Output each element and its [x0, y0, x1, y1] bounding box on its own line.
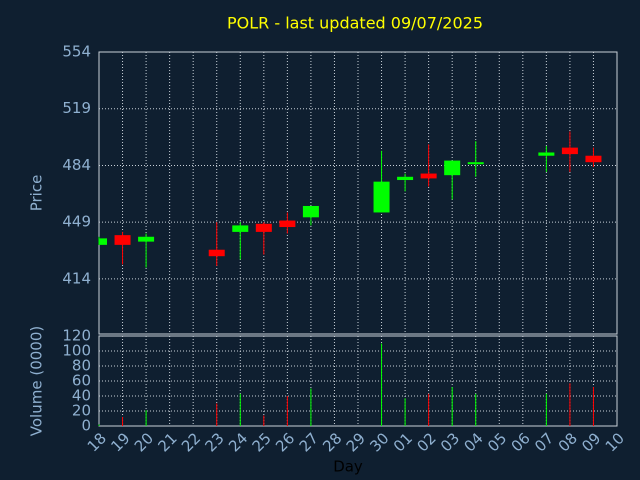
- candle-body: [208, 249, 225, 257]
- candle-body: [232, 225, 249, 232]
- y-axis-label: Price: [28, 175, 46, 212]
- candle-body: [444, 160, 461, 176]
- x-tick-label: 21: [154, 429, 180, 455]
- volume-tick-label: 20: [72, 402, 91, 420]
- x-tick-label: 25: [249, 429, 275, 455]
- y-tick-label: 484: [62, 156, 91, 174]
- y-tick-label: 449: [62, 213, 91, 231]
- candle-body: [467, 162, 484, 165]
- candle-body: [585, 155, 602, 163]
- x-tick-label: 02: [413, 429, 439, 455]
- y-tick-label: 519: [62, 99, 91, 117]
- volume-axis-label: Volume (0000): [28, 326, 46, 436]
- x-tick-label: 29: [343, 429, 369, 455]
- x-tick-label: 20: [131, 429, 157, 455]
- x-axis-label: Day: [333, 458, 363, 476]
- volume-tick-label: 0: [81, 417, 91, 435]
- x-tick-label: 22: [178, 429, 204, 455]
- candle-body: [255, 223, 272, 232]
- x-tick-label: 28: [319, 429, 345, 455]
- candle-body: [538, 152, 555, 156]
- chart-title: POLR - last updated 09/07/2025: [227, 14, 483, 33]
- candle-body: [420, 173, 437, 179]
- x-tick-label: 05: [484, 429, 510, 455]
- x-tick-label: 04: [461, 429, 487, 455]
- candle-body: [397, 176, 414, 181]
- volume-tick-label: 40: [72, 387, 91, 405]
- candle-body: [279, 220, 296, 228]
- y-tick-label: 554: [62, 43, 91, 61]
- x-tick-label: 03: [437, 429, 463, 455]
- x-tick-label: 08: [555, 429, 581, 455]
- x-tick-label: 06: [508, 429, 534, 455]
- x-tick-label: 07: [531, 429, 557, 455]
- x-tick-label: 09: [578, 429, 604, 455]
- x-tick-label: 19: [107, 429, 133, 455]
- volume-tick-label: 80: [72, 357, 91, 375]
- candle-body: [138, 236, 155, 242]
- x-tick-label: 10: [602, 429, 628, 455]
- x-tick-label: 24: [225, 429, 251, 455]
- candle-body: [373, 181, 390, 213]
- volume-tick-label: 100: [62, 342, 91, 360]
- volume-tick-label: 120: [62, 327, 91, 345]
- candle-body: [114, 235, 131, 245]
- x-tick-label: 26: [272, 429, 298, 455]
- x-tick-label: 01: [390, 429, 416, 455]
- volume-tick-label: 60: [72, 372, 91, 390]
- x-tick-label: 23: [202, 429, 228, 455]
- x-tick-label: 27: [296, 429, 322, 455]
- candle-body: [99, 238, 108, 245]
- candle-body: [561, 147, 578, 155]
- x-tick-label: 30: [366, 429, 392, 455]
- y-tick-label: 414: [62, 269, 91, 287]
- candle-body: [302, 205, 319, 218]
